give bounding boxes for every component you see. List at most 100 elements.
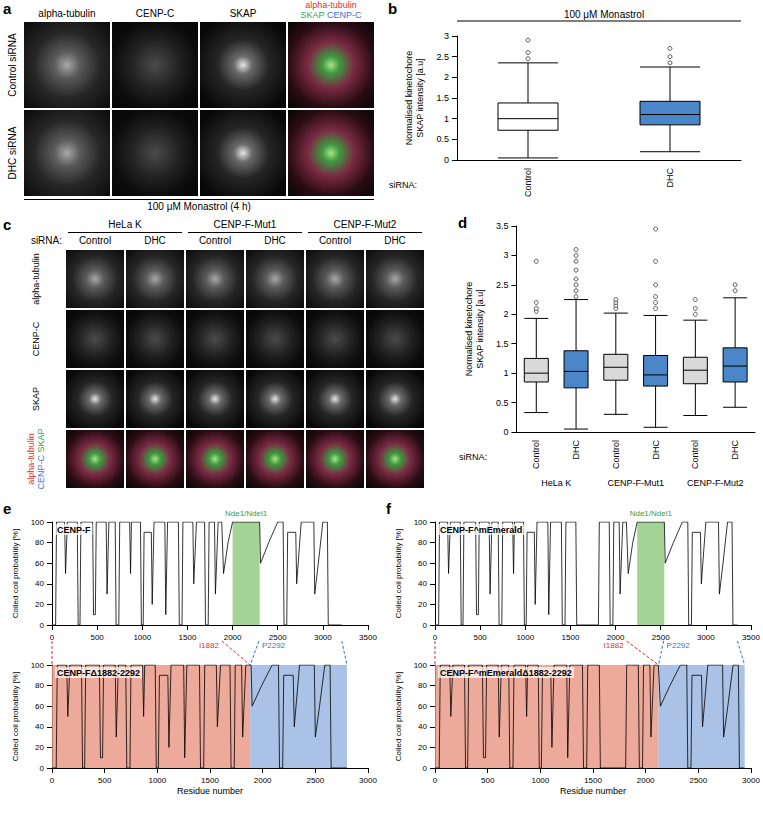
svg-text:60: 60 xyxy=(35,559,44,568)
svg-text:1: 1 xyxy=(503,368,508,378)
svg-text:0: 0 xyxy=(444,155,449,165)
svg-text:3000: 3000 xyxy=(314,633,332,642)
svg-text:Normalised kinetochore: Normalised kinetochore xyxy=(464,282,474,377)
svg-text:DHC: DHC xyxy=(651,440,661,460)
svg-text:I1882: I1882 xyxy=(604,641,625,650)
svg-text:Normalised kinetochore: Normalised kinetochore xyxy=(404,51,414,146)
svg-text:Residue number: Residue number xyxy=(177,786,243,796)
svg-text:2000: 2000 xyxy=(607,633,625,642)
svg-text:500: 500 xyxy=(473,633,487,642)
svg-text:40: 40 xyxy=(418,579,427,588)
svg-text:0: 0 xyxy=(433,776,438,785)
svg-text:P2292: P2292 xyxy=(262,641,286,650)
svg-text:100: 100 xyxy=(414,518,428,527)
svg-text:100 μM Monastrol: 100 μM Monastrol xyxy=(564,9,644,20)
svg-text:60: 60 xyxy=(418,559,427,568)
svg-text:2500: 2500 xyxy=(306,776,324,785)
svg-text:20: 20 xyxy=(418,743,427,752)
svg-text:siRNA:: siRNA: xyxy=(389,180,417,190)
svg-text:1500: 1500 xyxy=(562,633,580,642)
svg-text:20: 20 xyxy=(35,600,44,609)
svg-text:100: 100 xyxy=(31,661,45,670)
svg-text:2: 2 xyxy=(503,309,508,319)
svg-text:100: 100 xyxy=(414,661,428,670)
svg-text:CENP-FΔ1882-2292: CENP-FΔ1882-2292 xyxy=(57,668,140,678)
svg-text:Control: Control xyxy=(611,440,621,469)
svg-text:3000: 3000 xyxy=(697,633,715,642)
svg-text:80: 80 xyxy=(35,538,44,547)
svg-text:2500: 2500 xyxy=(689,776,707,785)
svg-text:Nde1/Ndel1: Nde1/Ndel1 xyxy=(225,509,268,518)
svg-text:2000: 2000 xyxy=(224,633,242,642)
svg-text:1.5: 1.5 xyxy=(436,93,449,103)
svg-text:2.5: 2.5 xyxy=(436,52,449,62)
svg-text:SKAP intensity [a.u]: SKAP intensity [a.u] xyxy=(475,289,485,368)
svg-text:2.5: 2.5 xyxy=(496,280,509,290)
svg-text:3500: 3500 xyxy=(742,633,760,642)
svg-text:0: 0 xyxy=(433,633,438,642)
svg-text:20: 20 xyxy=(35,743,44,752)
svg-text:P2292: P2292 xyxy=(667,641,691,650)
svg-text:0.5: 0.5 xyxy=(436,134,449,144)
svg-text:CENP-F^mEmerald: CENP-F^mEmerald xyxy=(440,525,522,535)
svg-text:DHC: DHC xyxy=(730,440,740,460)
svg-text:CENP-F-Mut1: CENP-F-Mut1 xyxy=(607,478,664,488)
svg-text:SKAP intensity [a.u]: SKAP intensity [a.u] xyxy=(415,58,425,137)
svg-text:40: 40 xyxy=(35,722,44,731)
svg-text:1.5: 1.5 xyxy=(496,339,509,349)
svg-text:3: 3 xyxy=(503,250,508,260)
svg-text:CENP-F-Mut2: CENP-F-Mut2 xyxy=(687,478,744,488)
svg-text:0: 0 xyxy=(503,427,508,437)
svg-text:DHC: DHC xyxy=(571,440,581,460)
svg-text:I1882: I1882 xyxy=(199,641,220,650)
svg-text:Coiled coil probability [%]: Coiled coil probability [%] xyxy=(11,529,20,618)
svg-text:40: 40 xyxy=(418,722,427,731)
svg-text:3000: 3000 xyxy=(359,776,377,785)
svg-text:1000: 1000 xyxy=(531,776,549,785)
svg-text:Nde1/Ndel1: Nde1/Ndel1 xyxy=(630,509,673,518)
svg-text:3500: 3500 xyxy=(359,633,377,642)
svg-text:500: 500 xyxy=(98,776,112,785)
svg-text:Control: Control xyxy=(531,440,541,469)
svg-text:1: 1 xyxy=(444,114,449,124)
svg-text:3000: 3000 xyxy=(742,776,760,785)
svg-text:2000: 2000 xyxy=(637,776,655,785)
svg-text:0: 0 xyxy=(40,764,45,773)
svg-text:Control: Control xyxy=(523,168,533,197)
svg-text:80: 80 xyxy=(418,538,427,547)
svg-text:20: 20 xyxy=(418,600,427,609)
svg-text:3: 3 xyxy=(444,31,449,41)
svg-text:Control: Control xyxy=(690,440,700,469)
svg-text:CENP-F^mEmeraldΔ1882-2292: CENP-F^mEmeraldΔ1882-2292 xyxy=(440,668,572,678)
svg-text:80: 80 xyxy=(35,681,44,690)
svg-text:2000: 2000 xyxy=(254,776,272,785)
svg-text:siRNA:: siRNA: xyxy=(459,452,487,462)
svg-text:2500: 2500 xyxy=(269,633,287,642)
svg-text:100: 100 xyxy=(31,518,45,527)
svg-text:0: 0 xyxy=(40,621,45,630)
svg-text:0: 0 xyxy=(423,621,428,630)
svg-text:HeLa K: HeLa K xyxy=(541,478,571,488)
svg-text:80: 80 xyxy=(418,681,427,690)
svg-text:Coiled coil probability [%]: Coiled coil probability [%] xyxy=(11,672,20,761)
svg-text:500: 500 xyxy=(90,633,104,642)
svg-text:40: 40 xyxy=(35,579,44,588)
svg-text:0.5: 0.5 xyxy=(496,398,509,408)
svg-text:2: 2 xyxy=(444,72,449,82)
svg-text:1000: 1000 xyxy=(516,633,534,642)
svg-text:2500: 2500 xyxy=(652,633,670,642)
svg-text:1500: 1500 xyxy=(201,776,219,785)
svg-text:1000: 1000 xyxy=(133,633,151,642)
svg-text:3.5: 3.5 xyxy=(496,221,509,231)
svg-text:Residue number: Residue number xyxy=(560,786,626,796)
svg-text:0: 0 xyxy=(50,776,55,785)
svg-text:Coiled coil probability [%]: Coiled coil probability [%] xyxy=(394,672,403,761)
svg-text:60: 60 xyxy=(35,702,44,711)
svg-text:CENP-F: CENP-F xyxy=(57,525,91,535)
svg-text:1500: 1500 xyxy=(584,776,602,785)
svg-text:DHC: DHC xyxy=(665,168,675,188)
svg-text:500: 500 xyxy=(481,776,495,785)
svg-text:60: 60 xyxy=(418,702,427,711)
svg-text:1500: 1500 xyxy=(179,633,197,642)
svg-text:Coiled coil probability [%]: Coiled coil probability [%] xyxy=(394,529,403,618)
